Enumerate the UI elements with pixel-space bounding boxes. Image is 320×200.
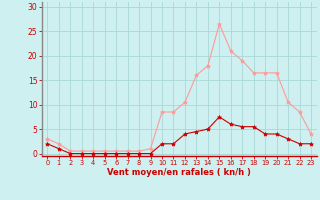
X-axis label: Vent moyen/en rafales ( kn/h ): Vent moyen/en rafales ( kn/h ) bbox=[107, 168, 251, 177]
